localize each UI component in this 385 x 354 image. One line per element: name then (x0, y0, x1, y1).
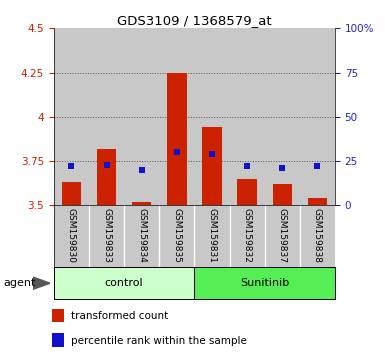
Text: GSM159835: GSM159835 (172, 209, 181, 263)
Bar (124, 28, 159, 205)
Bar (97, 149, 116, 205)
Text: GSM159837: GSM159837 (278, 209, 287, 263)
Bar (238, 179, 257, 205)
Bar (132, 202, 151, 205)
Bar (229, 28, 265, 205)
Text: GSM159834: GSM159834 (137, 209, 146, 263)
Text: GSM159832: GSM159832 (243, 209, 252, 263)
Bar (54, 205, 89, 267)
Bar (300, 205, 335, 267)
Bar (167, 73, 186, 205)
Text: percentile rank within the sample: percentile rank within the sample (71, 336, 247, 346)
Title: GDS3109 / 1368579_at: GDS3109 / 1368579_at (117, 14, 272, 27)
Bar (54, 28, 89, 205)
Text: transformed count: transformed count (71, 311, 168, 321)
Bar (159, 205, 194, 267)
Bar (264, 205, 300, 267)
Bar (264, 28, 300, 205)
Text: GSM159838: GSM159838 (313, 209, 322, 263)
Bar (62, 182, 81, 205)
Bar (124, 205, 159, 267)
Text: GSM159833: GSM159833 (102, 209, 111, 263)
Bar (273, 184, 292, 205)
Bar (229, 205, 265, 267)
Text: agent: agent (4, 278, 36, 288)
Text: GSM159831: GSM159831 (208, 209, 216, 263)
Text: control: control (105, 278, 144, 288)
Bar (194, 28, 229, 205)
Bar (159, 28, 194, 205)
Bar (194, 205, 229, 267)
Bar (203, 127, 222, 205)
Text: GSM159830: GSM159830 (67, 209, 76, 263)
Bar (89, 28, 124, 205)
Bar (52, 333, 64, 347)
Bar (54, 267, 194, 299)
Bar (52, 309, 64, 322)
Bar (89, 205, 124, 267)
Bar (194, 267, 335, 299)
Text: Sunitinib: Sunitinib (240, 278, 289, 288)
Bar (308, 198, 327, 205)
Polygon shape (33, 277, 50, 290)
Bar (300, 28, 335, 205)
